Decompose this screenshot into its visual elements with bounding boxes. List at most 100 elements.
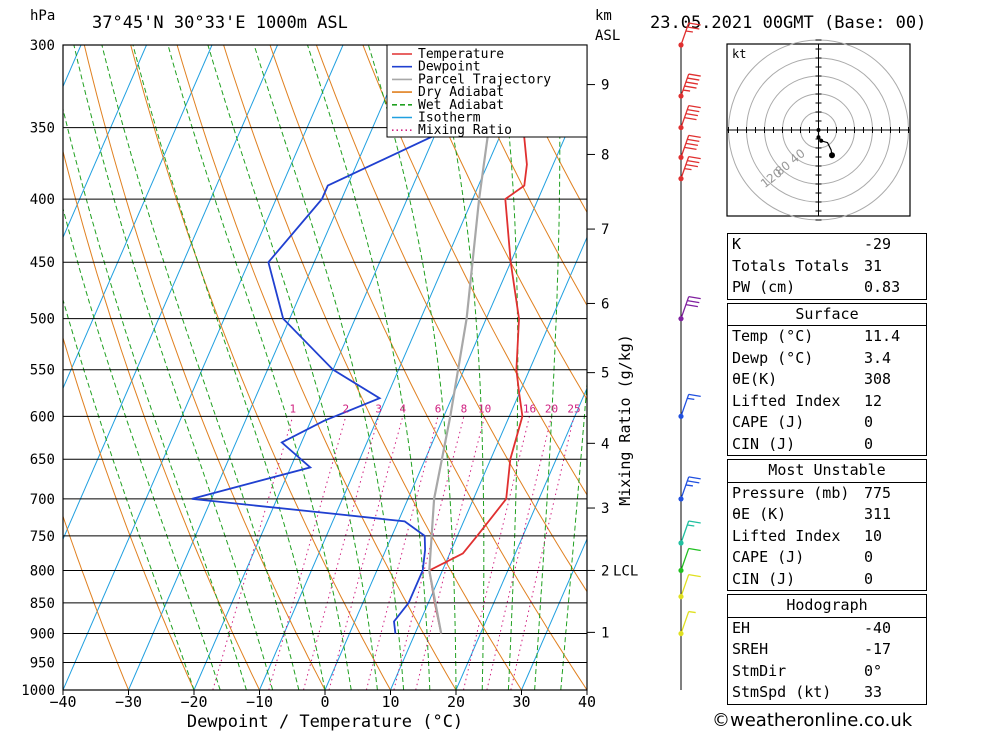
temp-tick-label: −10 — [246, 693, 273, 711]
dry-adiabat-line — [63, 149, 260, 690]
mixing-ratio-line — [268, 416, 347, 690]
pressure-tick-label: 800 — [30, 564, 55, 580]
wind-flag — [685, 164, 699, 168]
wind-barb — [680, 573, 701, 597]
mixing-ratio-labels: 1 2 3 4 6 8 10 16 20 25 — [289, 402, 580, 415]
mu-pressure-value: 775 — [864, 483, 892, 502]
wind-barb-staff — [680, 574, 690, 597]
isotherm-line — [259, 45, 540, 690]
wind-barb-staff — [680, 548, 690, 571]
wind-flag — [685, 142, 699, 146]
mixing-ratio-line — [365, 416, 439, 690]
pw-row: PW (cm) 0.83 — [728, 277, 926, 299]
temp-tick-label: −20 — [180, 693, 207, 711]
temp-tick-label: −30 — [115, 693, 142, 711]
wind-barb — [680, 73, 701, 97]
wind-profile — [678, 22, 701, 690]
hodograph-point — [816, 135, 821, 140]
hodograph-storm-point — [829, 152, 835, 159]
dry-adiabat-line — [63, 514, 129, 690]
wet-adiabat-line — [307, 45, 431, 690]
surface-cin-value: 0 — [864, 434, 874, 453]
legend-label: Isotherm — [418, 111, 481, 126]
wind-barb — [680, 520, 701, 544]
eh-row: EH -40 — [728, 618, 926, 640]
stmspd-label: StmSpd (kt) — [732, 683, 832, 701]
wind-flag — [688, 73, 701, 77]
info-panel: K -29 Totals Totals 31 PW (cm) 0.83 Surface… — [727, 233, 927, 708]
km-tick-label: 2 — [601, 564, 609, 580]
dry-adiabat-line — [83, 45, 326, 690]
legend-label: Dry Adiabat — [418, 85, 504, 100]
surface-temp-value: 11.4 — [864, 327, 901, 345]
temperature-series — [428, 69, 528, 634]
k-index-label: K — [732, 235, 742, 253]
credit-link[interactable]: ©weatheronline.co.uk — [712, 710, 913, 731]
hodograph-unit-label: kt — [732, 47, 746, 61]
wet-adiabat-line — [367, 45, 457, 690]
wet-adiabat-line — [132, 45, 326, 690]
wind-flag — [684, 85, 697, 89]
wind-flag — [688, 296, 701, 300]
surface-title: Surface — [728, 304, 926, 326]
wind-half-flag — [688, 610, 696, 614]
wet-adiabat-line — [498, 45, 519, 690]
dry-adiabat-line — [408, 45, 587, 401]
wind-half-flag — [687, 524, 695, 527]
stmdir-label: StmDir — [732, 661, 787, 680]
mu-cin-label: CIN (J) — [732, 569, 796, 588]
wind-flag — [687, 138, 700, 142]
wind-barb-staff — [680, 135, 690, 158]
pressure-tick-label: 1000 — [21, 683, 55, 699]
legend-box — [386, 44, 588, 138]
km-tick-label: 8 — [601, 147, 609, 163]
wind-barb — [680, 476, 701, 500]
temp-tick-label: −40 — [49, 693, 76, 711]
mu-li-value: 10 — [864, 526, 883, 545]
wind-barb-staff — [680, 156, 690, 179]
mixing-ratio-label: 6 — [435, 402, 442, 415]
surface-cape-value: 0 — [864, 413, 874, 431]
x-axis-label: Dewpoint / Temperature (°C) — [187, 712, 463, 732]
mu-cape-row: CAPE (J) 0 — [728, 547, 926, 569]
wind-barb-staff — [680, 520, 690, 544]
isobars — [63, 44, 587, 691]
wet-adiabat-line — [167, 45, 352, 690]
hodograph-point — [819, 138, 824, 143]
location-title: 37°45'N 30°33'E 1000m ASL — [92, 13, 348, 33]
mixing-ratio-label: 3 — [375, 402, 382, 415]
mixing-ratio-line — [303, 416, 380, 690]
mixing-ratio-label: 4 — [399, 402, 406, 415]
mu-pressure-row: Pressure (mb) 775 — [728, 483, 926, 505]
pressure-tick-label: 450 — [30, 255, 55, 271]
mixing-ratio-line — [212, 416, 294, 690]
pressure-tick-label: 550 — [30, 363, 55, 379]
pw-label: PW (cm) — [732, 278, 796, 296]
surface-cin-row: CIN (J) 0 — [728, 434, 926, 456]
dry-adiabat-line — [967, 45, 1000, 690]
altitude-ticks: 9 8 7 6 5 4 3 2 1 LCL — [587, 78, 638, 641]
most-unstable-title: Most Unstable — [728, 460, 926, 483]
dry-adiabat-line — [269, 45, 587, 690]
totals-value: 31 — [864, 256, 883, 275]
pressure-tick-label: 400 — [30, 192, 55, 208]
isotherm-line — [63, 45, 147, 239]
wind-flag — [685, 304, 699, 308]
temp-tick-label: 20 — [447, 693, 465, 711]
temp-tick-label: 0 — [320, 693, 329, 711]
profiles — [191, 45, 528, 634]
wind-flag — [688, 156, 701, 160]
mixing-ratio-axis-label: Mixing Ratio (g/kg) — [616, 334, 634, 506]
surface-theta-row: θE(K) 308 — [728, 369, 926, 391]
wind-flag — [688, 393, 701, 397]
wet-adiabat-line — [534, 45, 561, 690]
mixing-ratio-label: 16 — [523, 402, 536, 415]
km-tick-label: 3 — [601, 501, 609, 517]
km-tick-label: 4 — [601, 436, 609, 452]
mu-theta-value: 311 — [864, 505, 892, 523]
mu-theta-label: θE (K) — [732, 505, 787, 523]
wind-flag — [688, 520, 701, 524]
surface-cin-label: CIN (J) — [732, 434, 796, 453]
